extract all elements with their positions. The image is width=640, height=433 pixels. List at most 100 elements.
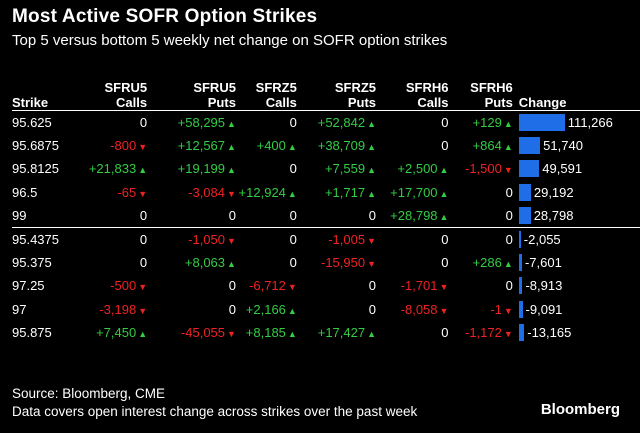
change-bar [518,183,531,201]
source-note: Source: Bloomberg, CME [12,386,166,401]
value-cell: +2,166 ▲ [236,298,297,321]
change-label: -13,165 [527,324,572,340]
up-arrow-icon: ▲ [227,165,236,176]
value-cell: +129 ▲ [448,111,513,135]
value-text: -65 [117,184,137,200]
header-change: Change [518,95,567,110]
table-row: 97 -3,198 ▼ 0 +2,166 ▲ 0 -8,058 ▼ -1 ▼ -9,091 [12,298,640,321]
value-cell: +17,427 ▲ [297,321,376,344]
header-sfrh6-calls: SFRH6 Calls [376,66,449,111]
strike-cell: 95.4375 [12,232,59,248]
change-cell: 111,266 [513,111,640,135]
strike-cell: 95.375 [12,255,52,271]
change-cell: 28,798 [513,204,640,228]
table-row: 95.6875 -800 ▼ +12,567 ▲ +400 ▲ +38,709 ▲ 0 +864 ▲ 5… [12,134,640,157]
value-cell: +8,063 ▲ [147,251,236,274]
value-cell: +400 ▲ [236,134,297,157]
header-row: Strike SFRU5 Calls SFRU5 Puts SFRZ5 Calls S… [12,66,640,111]
value-cell: +58,295 ▲ [147,111,236,135]
down-arrow-icon: ▼ [138,305,148,316]
header-sfrz5-calls: SFRZ5 Calls [236,66,297,111]
change-cell: -2,055 [513,227,640,251]
value-cell: +28,798 ▲ [376,204,448,228]
value-cell: +12,567 ▲ [147,134,236,157]
up-arrow-icon: ▲ [287,142,297,153]
strike-cell: 95.8125 [12,161,59,177]
table-row: 95.625 0 +58,295 ▲ 0 +52,842 ▲ 0 +129 ▲ 111,266 [12,111,640,135]
value-cell: 0 [89,111,147,135]
change-label: 28,798 [533,207,574,223]
table-row: 95.8125 +21,833 ▲ +19,199 ▲ 0 +7,559 ▲ +2,500 ▲ -1… [12,157,640,180]
value-text: 0 [289,115,297,131]
value-text: +21,833 [88,161,137,177]
value-text: 0 [441,255,449,271]
value-text: +864 [472,138,502,154]
down-arrow-icon: ▼ [287,282,297,293]
value-cell: 0 [376,251,448,274]
value-cell: -6,712 ▼ [236,274,297,297]
strike-cell: 95.625 [12,115,52,131]
value-cell: -8,058 ▼ [376,298,449,321]
value-text: 0 [441,138,449,154]
down-arrow-icon: ▼ [439,305,449,316]
value-text: 0 [505,207,513,223]
value-text: 0 [441,232,449,248]
change-bar [518,254,522,272]
value-cell: -15,950 ▼ [297,251,376,274]
strike-cell: 96.5 [12,184,38,200]
up-arrow-icon: ▲ [227,142,236,153]
down-arrow-icon: ▼ [227,236,236,247]
up-arrow-icon: ▲ [503,259,513,270]
header-line: Puts [484,95,513,110]
header-line: SFRZ5 [334,80,377,95]
header-line: SFRZ5 [255,80,297,95]
change-bar [518,206,531,224]
value-cell: +864 ▲ [448,134,513,157]
value-cell: -65 ▼ [89,181,147,204]
value-text: 0 [441,324,449,340]
value-cell: +21,833 ▲ [89,157,147,180]
change-bar [518,160,540,178]
value-text: -1,500 [465,161,502,177]
value-text: -1,172 [465,324,502,340]
header-line: Calls [116,95,148,110]
value-cell: +38,709 ▲ [297,134,376,157]
value-text: 0 [505,232,513,248]
value-cell: -1 ▼ [448,298,512,321]
change-label: -2,055 [523,231,561,247]
change-bar [518,230,521,248]
up-arrow-icon: ▲ [287,328,297,339]
value-cell: 0 [448,274,513,297]
value-cell: 0 [297,274,376,297]
value-text: 0 [368,301,377,317]
up-arrow-icon: ▲ [367,328,377,339]
value-cell: -1,005 ▼ [297,227,376,251]
down-arrow-icon: ▼ [503,305,513,316]
up-arrow-icon: ▲ [439,188,449,199]
value-text: 0 [368,207,377,223]
value-text: +12,924 [238,184,286,200]
value-cell: -1,050 ▼ [147,227,236,251]
change-cell: -8,913 [513,274,640,297]
value-cell: 0 [448,181,513,204]
value-cell: 0 [297,298,376,321]
value-cell: +2,500 ▲ [376,157,448,180]
value-text: +2,500 [397,161,438,177]
value-text: +28,798 [390,207,438,223]
value-cell: 0 [297,204,376,228]
strike-cell: 95.6875 [12,138,59,154]
table-row: 95.375 0 +8,063 ▲ 0 -15,950 ▼ 0 +286 ▲ -7,601 [12,251,640,274]
value-text: +7,450 [96,324,137,340]
header-sfrz5-puts: SFRZ5 Puts [297,66,376,111]
value-text: +12,567 [177,138,226,154]
change-cell: 29,192 [513,181,640,204]
header-line: SFRU5 [193,80,236,95]
value-cell: 0 [376,134,448,157]
header-strike: Strike [12,95,49,110]
header-sfrh6-puts: SFRH6 Puts [448,66,513,111]
header-line: Puts [347,95,377,110]
value-text: -3,198 [99,301,137,317]
up-arrow-icon: ▲ [287,305,297,316]
header-line: Puts [207,95,236,110]
value-cell: +52,842 ▲ [297,111,376,135]
